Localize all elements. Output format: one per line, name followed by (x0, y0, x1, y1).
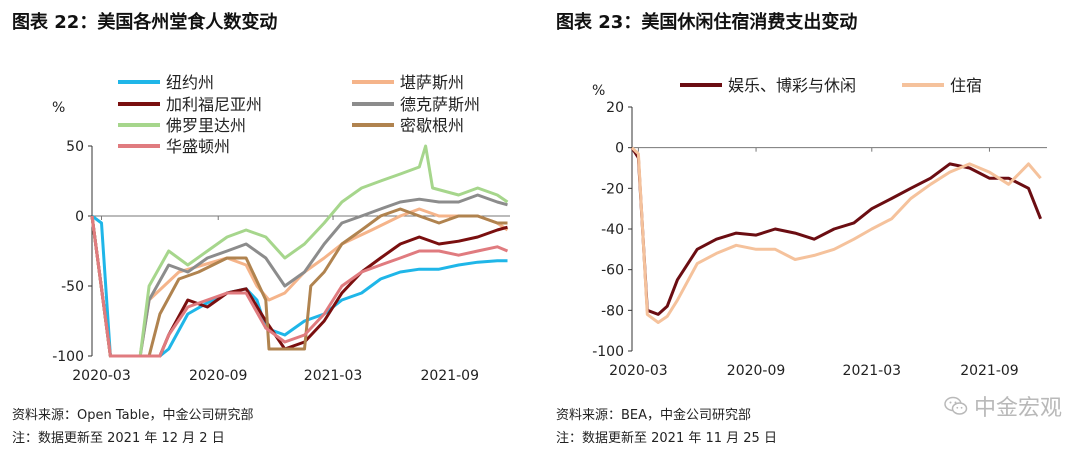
y-tick-label: -50 (61, 279, 84, 295)
x-tick-label: 2020-09 (189, 368, 248, 384)
left-chart-title: 图表 22：美国各州堂食人数变动 (12, 12, 278, 33)
y-axis-unit-label: % (52, 100, 65, 116)
y-tick-label: 50 (66, 139, 84, 155)
legend-label: 华盛顿州 (166, 137, 230, 156)
legend-label: 佛罗里达州 (166, 116, 246, 135)
x-tick-label: 2020-03 (72, 368, 131, 384)
watermark-text: 中金宏观 (973, 396, 1062, 421)
y-tick-label: -100 (592, 344, 624, 360)
dine-in-chart: % 50 0 -50 -100 2020-03 2020-09 2021-03 2021-09 纽… (52, 73, 510, 384)
leisure-spending-chart: %20 0 -20 -40 -60 -80 -100 2020-03 2020-09 2021-0… (592, 76, 1047, 379)
right-source-note: 资料来源：BEA，中金公司研究部 (556, 408, 752, 423)
x-tick-label: 2020-03 (609, 363, 668, 379)
y-tick-label: -20 (601, 181, 624, 197)
y-tick-label: 0 (75, 209, 84, 225)
series-line-5 (90, 144, 509, 358)
x-tick-label: 2021-09 (420, 368, 479, 384)
series-line-2 (630, 146, 1042, 324)
left-source-note: 资料来源：Open Table，中金公司研究部 (12, 408, 254, 423)
series-line-1 (630, 146, 1042, 316)
legend-label: 堪萨斯州 (400, 73, 464, 92)
y-tick-label: 20 (606, 100, 624, 116)
right-chart-title: 图表 23：美国休闲住宿消费支出变动 (556, 12, 858, 33)
series-line-3 (90, 215, 508, 358)
right-update-note: 注：数据更新至 2021 年 11 月 25 日 (556, 431, 777, 446)
legend-label: 密歇根州 (400, 116, 464, 135)
left-update-note: 注：数据更新至 2021 年 12 月 2 日 (12, 431, 225, 446)
x-tick-label: 2021-03 (843, 363, 902, 379)
legend-label: 德克萨斯州 (400, 95, 480, 114)
x-tick-label: 2021-09 (960, 363, 1019, 379)
x-tick-label: 2020-09 (727, 363, 786, 379)
x-tick-label: 2021-03 (304, 368, 363, 384)
y-tick-label: -60 (601, 263, 624, 279)
legend-label: 纽约州 (166, 73, 214, 92)
legend-label: 娱乐、博彩与休闲 (728, 76, 856, 95)
left-chart-panel: % 50 0 -50 -100 2020-03 2020-09 2021-03 2021-09 纽… (12, 12, 510, 446)
watermark: 中金宏观 (944, 390, 1062, 422)
series-line-4 (90, 193, 508, 358)
series-line-7 (90, 215, 509, 358)
legend-label: 住宿 (950, 76, 982, 95)
y-tick-label: 0 (615, 141, 624, 157)
wechat-icon (944, 396, 968, 415)
series-line-6 (90, 207, 508, 358)
legend-label: 加利福尼亚州 (166, 95, 262, 114)
y-tick-label: -100 (52, 349, 84, 365)
y-tick-label: -40 (601, 222, 624, 238)
y-axis-unit-label: % (592, 83, 605, 99)
right-chart-panel: % 20 0 -20 -40 -60 -80 -100 2020-03 2020-09 2021-0… (540, 0, 1080, 450)
y-tick-label: -80 (601, 303, 624, 319)
